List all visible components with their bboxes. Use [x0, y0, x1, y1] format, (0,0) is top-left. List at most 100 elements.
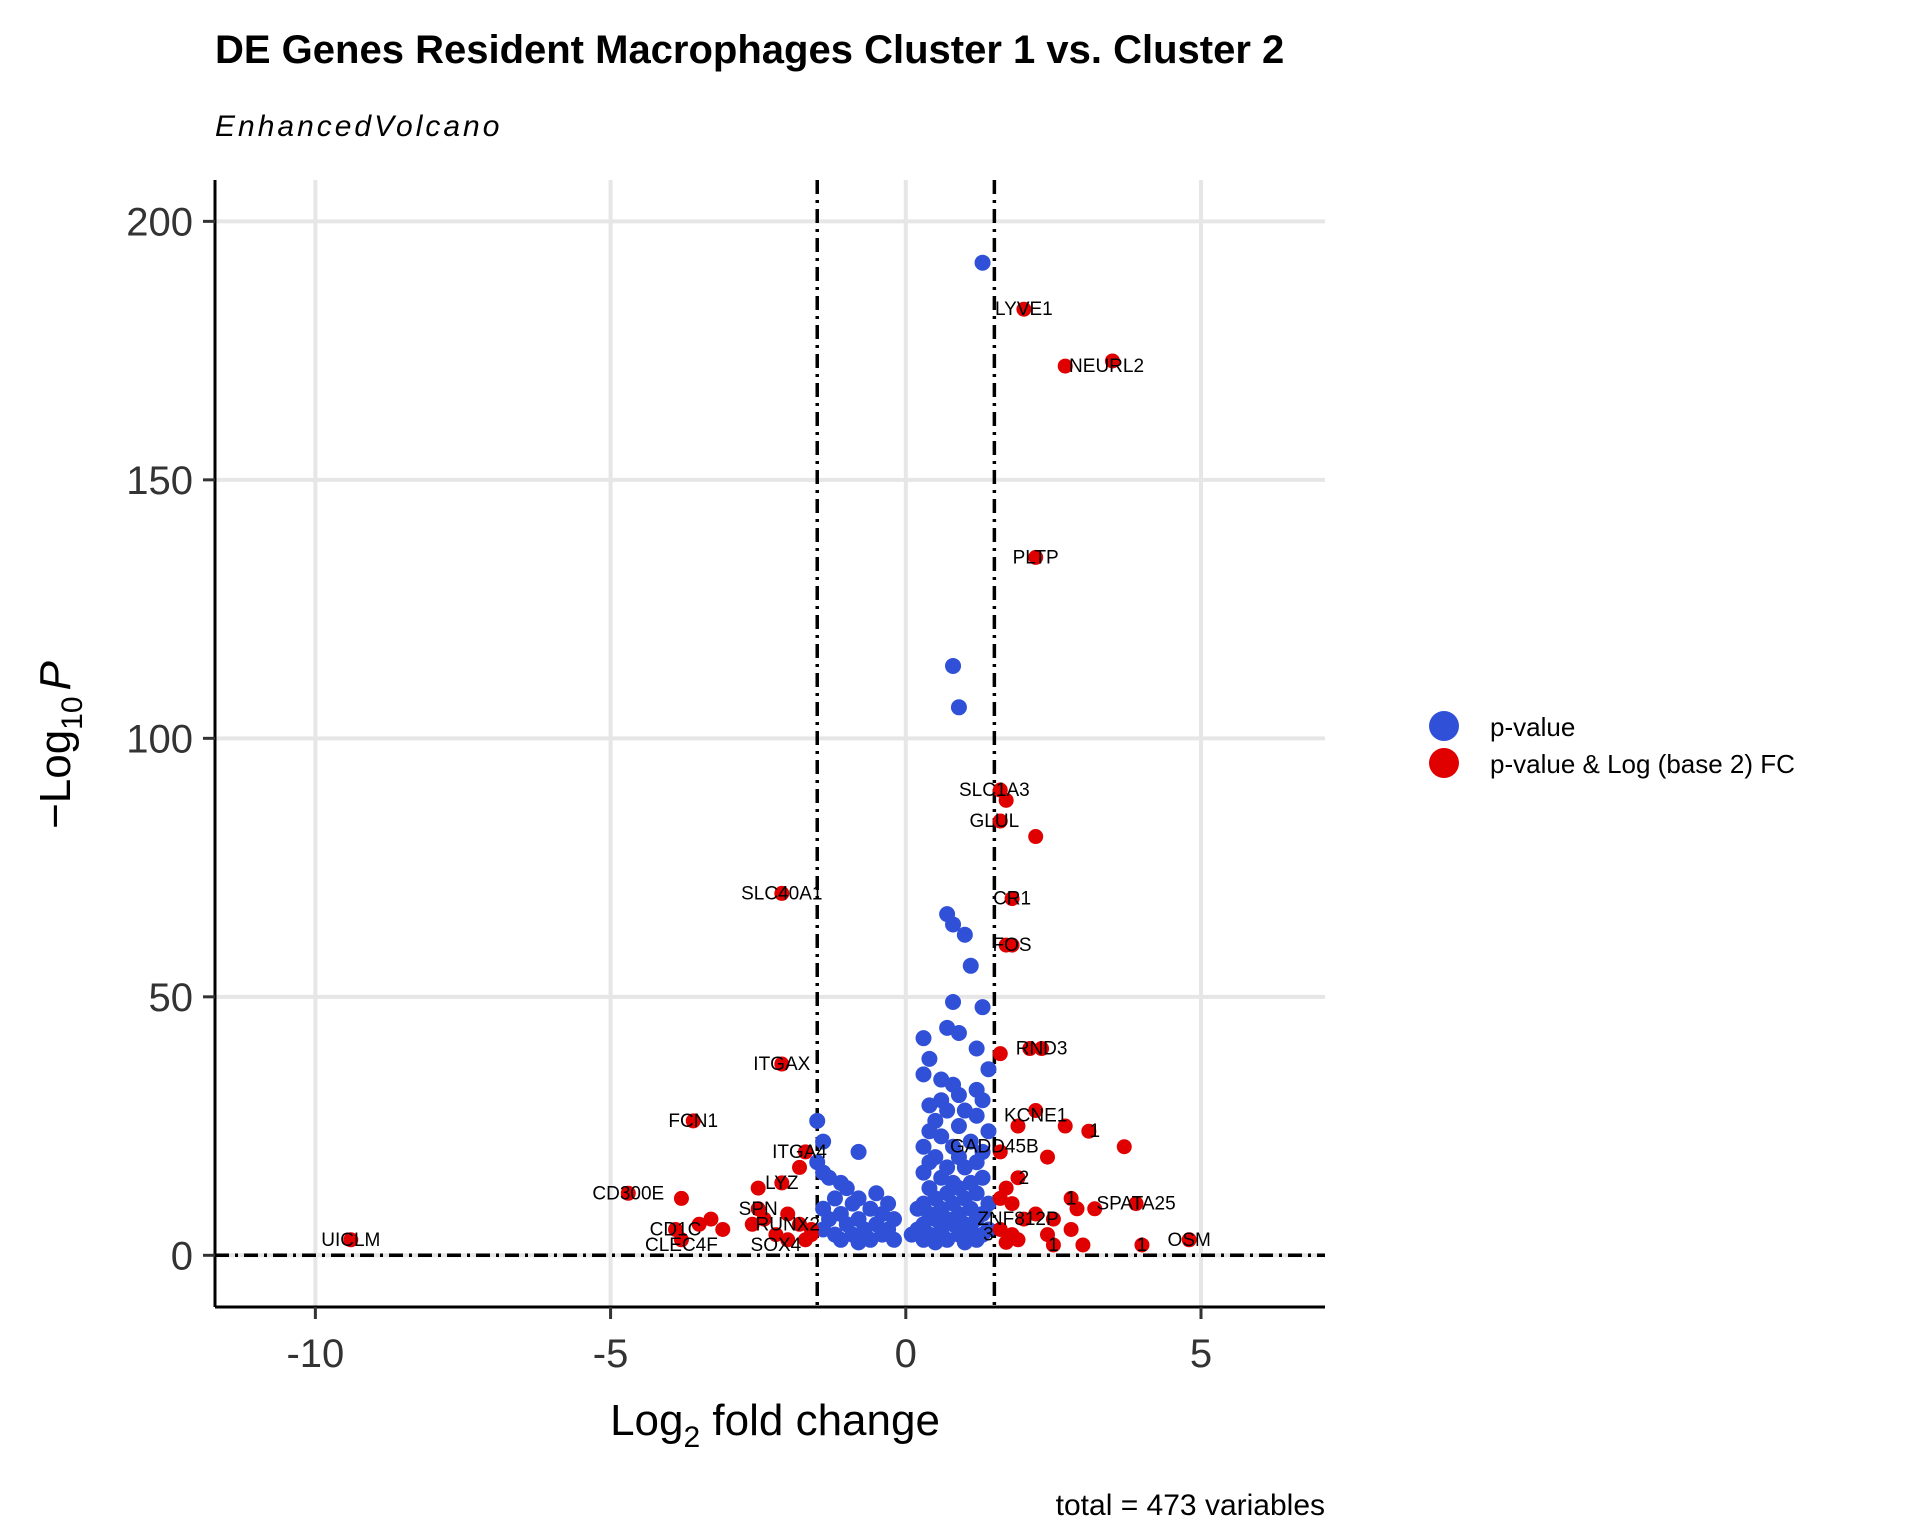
point-pvalue	[885, 1231, 902, 1248]
point-pvalue-fc	[744, 1216, 760, 1232]
point-pvalue-fc	[343, 1232, 359, 1248]
gene-label: 1	[1066, 1188, 1077, 1209]
point-pvalue-fc	[1004, 937, 1020, 953]
gene-label: LYZ	[765, 1173, 799, 1194]
point-pvalue-fc	[1028, 1103, 1044, 1119]
point-pvalue-fc	[691, 1216, 707, 1232]
point-pvalue-fc	[780, 1206, 796, 1222]
y-tick-label: 0	[171, 1234, 193, 1278]
point-pvalue	[809, 1112, 826, 1129]
point-pvalue-fc	[703, 1211, 719, 1227]
point-pvalue	[945, 916, 962, 933]
gene-label: 3	[983, 1225, 994, 1246]
gene-label: ITGA4	[772, 1142, 827, 1163]
point-pvalue-fc	[792, 1159, 808, 1175]
point-pvalue-fc	[1016, 1211, 1032, 1227]
legend: p-value p-value & Log (base 2) FC	[1429, 711, 1795, 779]
y-tick-label: 100	[126, 717, 193, 761]
y-tick-label: 200	[126, 200, 193, 244]
series-pvalue-fc	[343, 301, 1197, 1253]
point-pvalue-fc	[1181, 1232, 1197, 1248]
x-axis-label-sub: 2	[683, 1421, 700, 1454]
legend-label-pvalue: p-value	[1490, 712, 1575, 742]
point-pvalue-fc	[768, 1227, 784, 1243]
gene-label: KCNE1	[1004, 1106, 1067, 1127]
point-pvalue-fc	[774, 1056, 790, 1072]
point-pvalue-fc	[992, 1190, 1008, 1206]
gene-label: LYVE1	[995, 299, 1053, 320]
point-pvalue-fc	[1010, 1170, 1026, 1186]
point-pvalue	[844, 1195, 861, 1212]
point-pvalue-fc	[1081, 1123, 1097, 1139]
axes	[213, 180, 1325, 1309]
point-pvalue-fc	[1134, 1237, 1150, 1253]
gene-label: NEURL2	[1069, 356, 1144, 377]
point-pvalue-fc	[1010, 1232, 1026, 1248]
point-pvalue	[850, 1143, 867, 1160]
point-pvalue	[832, 1231, 849, 1248]
gene-label: RUNX2	[756, 1214, 820, 1235]
legend-swatch-fc	[1429, 748, 1459, 778]
gene-label: CD1C	[650, 1219, 702, 1240]
y-axis-label: −Log10 P	[31, 660, 89, 828]
point-pvalue	[950, 1087, 967, 1104]
point-pvalue	[980, 1061, 997, 1078]
point-pvalue-fc	[715, 1221, 731, 1237]
caption: total = 473 variables	[1056, 1489, 1325, 1522]
legend-swatch-pvalue	[1429, 711, 1459, 741]
point-pvalue	[956, 1234, 973, 1251]
point-pvalue	[868, 1185, 885, 1202]
point-pvalue-fc	[1087, 1201, 1103, 1217]
x-tick-label: 0	[895, 1332, 917, 1376]
point-pvalue	[838, 1180, 855, 1197]
point-pvalue	[927, 1234, 944, 1251]
gene-label: FCN1	[668, 1111, 718, 1132]
point-pvalue	[962, 957, 979, 974]
point-pvalue	[962, 1133, 979, 1150]
gene-label: SPATA25	[1096, 1194, 1175, 1215]
point-pvalue-fc	[1016, 301, 1032, 317]
point-pvalue	[815, 1133, 832, 1150]
point-pvalue-fc	[992, 813, 1008, 829]
point-pvalue	[915, 1030, 932, 1047]
x-axis-label-main: Log	[610, 1396, 683, 1445]
point-pvalue-fc	[673, 1232, 689, 1248]
y-tick-label: 50	[149, 976, 194, 1020]
point-pvalue-fc	[992, 1144, 1008, 1160]
gene-label: ZNF812P	[977, 1209, 1058, 1230]
point-pvalue	[950, 699, 967, 716]
point-pvalue-fc	[1040, 1149, 1055, 1165]
point-pvalue-fc	[1116, 1139, 1132, 1155]
y-axis-label-p: P	[31, 660, 80, 690]
point-pvalue	[974, 1092, 991, 1109]
point-pvalue	[921, 1097, 938, 1114]
x-tick-label: 5	[1190, 1332, 1212, 1376]
point-pvalue	[945, 657, 962, 674]
gene-label: GADD45B	[950, 1137, 1039, 1158]
cutoff-lines	[215, 180, 1325, 1307]
point-pvalue-fc	[1057, 1118, 1073, 1134]
point-pvalue-fc	[992, 1221, 1008, 1237]
gene-label: SPN	[739, 1199, 778, 1220]
point-pvalue-fc	[1028, 549, 1044, 565]
x-axis-ticks: -10 -5 0 5	[286, 1307, 1212, 1376]
point-pvalue-fc	[620, 1185, 636, 1201]
y-axis-ticks: 0 50 100 150 200	[126, 200, 215, 1278]
gene-label: RND3	[1016, 1039, 1068, 1060]
gene-label: PLTP	[1013, 547, 1059, 568]
gene-label: FOS	[993, 935, 1032, 956]
point-pvalue-fc	[1057, 358, 1073, 374]
point-pvalue-fc	[1069, 1201, 1085, 1217]
point-pvalue	[850, 1234, 867, 1251]
gene-label: SOX4	[751, 1235, 802, 1256]
gene-label: OSM	[1168, 1230, 1211, 1251]
point-pvalue-fc	[750, 1180, 766, 1196]
gene-label: 2	[1019, 1168, 1030, 1189]
point-pvalue	[950, 1118, 967, 1135]
gene-label: UICLM	[321, 1230, 380, 1251]
point-pvalue	[939, 1102, 956, 1119]
point-pvalue-fc	[992, 782, 1008, 798]
point-pvalue-fc	[774, 885, 790, 901]
gene-label: SLC40A1	[741, 883, 822, 904]
